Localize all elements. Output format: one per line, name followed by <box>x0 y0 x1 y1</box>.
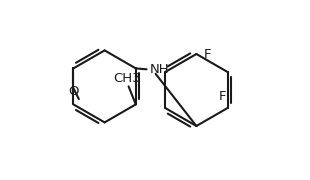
Text: O: O <box>68 85 79 98</box>
Text: NH: NH <box>149 63 169 76</box>
Text: F: F <box>219 90 226 103</box>
Text: CH3: CH3 <box>113 72 141 85</box>
Text: F: F <box>204 48 211 60</box>
